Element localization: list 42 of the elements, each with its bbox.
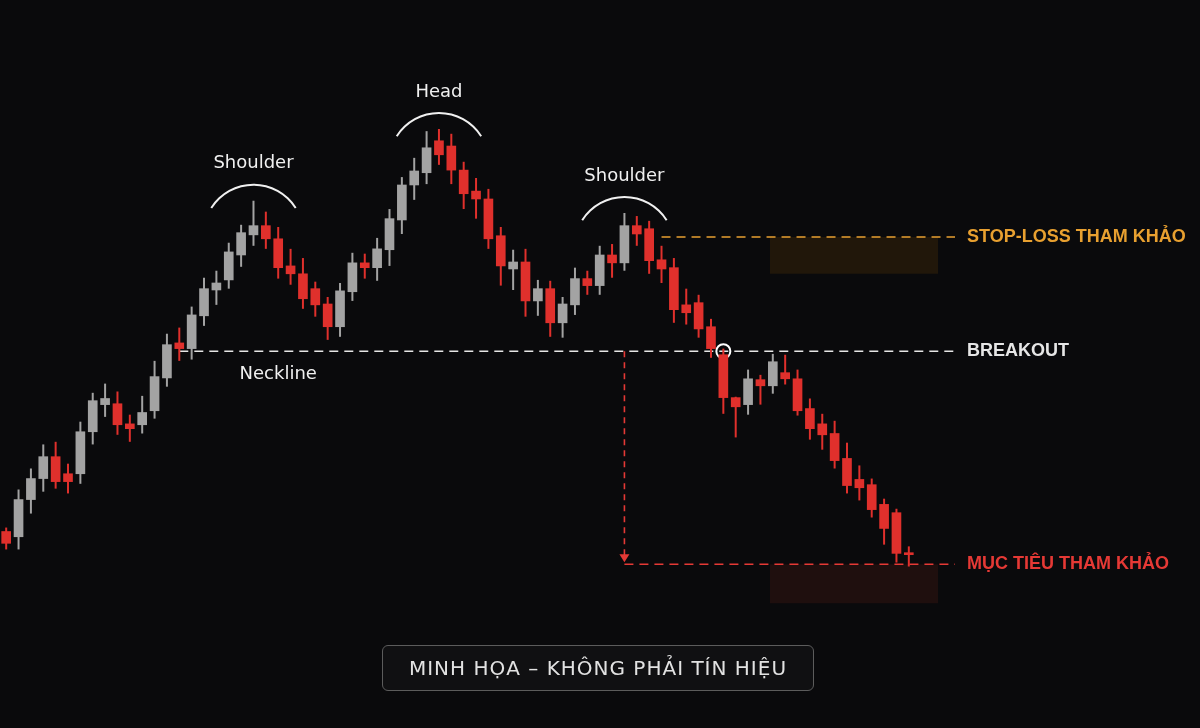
annotation: Neckline — [239, 361, 317, 383]
candlestick — [38, 443, 49, 493]
candlestick — [631, 215, 642, 247]
candlestick — [137, 394, 148, 435]
candlestick — [533, 278, 543, 317]
candlestick — [261, 210, 271, 250]
ref-line-label: MỤC TIÊU THAM KHẢO — [967, 552, 1169, 574]
candlestick — [582, 269, 593, 296]
candlestick — [359, 252, 370, 280]
candlestick — [248, 199, 259, 247]
candlestick — [26, 467, 36, 515]
candlestick — [1, 526, 12, 551]
candlestick — [372, 236, 382, 282]
candlestick — [434, 127, 444, 166]
candlestick — [236, 223, 246, 268]
candlestick — [100, 382, 110, 418]
annotation: Shoulder — [584, 163, 666, 185]
candlestick — [780, 353, 790, 386]
annotation: Shoulder — [213, 151, 295, 173]
candlestick — [607, 243, 617, 279]
candlestick — [557, 295, 568, 339]
candlestick — [63, 462, 73, 495]
candlestick — [817, 412, 828, 451]
candlestick — [322, 295, 333, 341]
ref-line-label: STOP-LOSS THAM KHẢO — [967, 225, 1186, 247]
candlestick — [409, 156, 420, 201]
candlestick — [755, 373, 766, 406]
candlestick — [174, 326, 185, 362]
text: Head — [415, 79, 463, 101]
candlestick — [508, 248, 518, 291]
candlestick — [706, 317, 716, 359]
candlestick — [310, 280, 321, 318]
text: MINH HỌA – KHÔNG PHẢI TÍN HIỆU — [381, 645, 815, 691]
ref-line-label: BREAKOUT — [967, 340, 1069, 361]
candlestick — [854, 464, 865, 502]
candlestick — [471, 176, 481, 220]
candlestick — [656, 244, 667, 284]
candlestick — [125, 413, 135, 443]
candlestick — [730, 395, 741, 439]
candlestick — [681, 287, 692, 326]
candlestick — [805, 397, 815, 441]
candlestick — [112, 390, 123, 436]
